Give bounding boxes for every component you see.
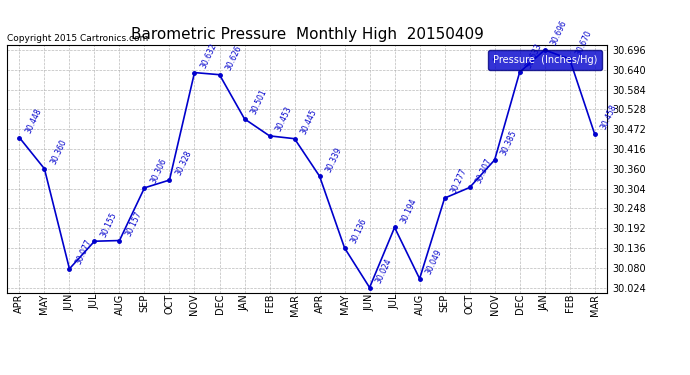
Title: Barometric Pressure  Monthly High  20150409: Barometric Pressure Monthly High 2015040… [130, 27, 484, 42]
Text: 30.453: 30.453 [274, 105, 293, 133]
Text: 30.633: 30.633 [524, 41, 543, 69]
Text: 30.445: 30.445 [299, 108, 318, 136]
Text: 30.696: 30.696 [549, 19, 569, 47]
Text: 30.626: 30.626 [224, 44, 243, 72]
Text: 30.024: 30.024 [374, 257, 393, 285]
Text: 30.194: 30.194 [399, 197, 418, 225]
Text: 30.277: 30.277 [448, 167, 469, 195]
Text: 30.136: 30.136 [348, 217, 368, 245]
Text: 30.670: 30.670 [574, 28, 593, 56]
Text: 30.077: 30.077 [74, 238, 93, 266]
Text: 30.385: 30.385 [499, 129, 518, 157]
Text: 30.328: 30.328 [174, 150, 193, 177]
Legend: Pressure  (Inches/Hg): Pressure (Inches/Hg) [489, 50, 602, 70]
Text: Copyright 2015 Cartronics.com: Copyright 2015 Cartronics.com [7, 33, 148, 42]
Text: 30.307: 30.307 [474, 157, 493, 185]
Text: 30.458: 30.458 [599, 104, 618, 131]
Text: 30.306: 30.306 [148, 157, 168, 185]
Text: 30.448: 30.448 [23, 107, 43, 135]
Text: 30.501: 30.501 [248, 88, 268, 116]
Text: 30.632: 30.632 [199, 42, 218, 70]
Text: 30.155: 30.155 [99, 210, 118, 238]
Text: 30.339: 30.339 [324, 146, 343, 173]
Text: 30.157: 30.157 [124, 210, 143, 238]
Text: 30.360: 30.360 [48, 138, 68, 166]
Text: 30.049: 30.049 [424, 248, 443, 276]
